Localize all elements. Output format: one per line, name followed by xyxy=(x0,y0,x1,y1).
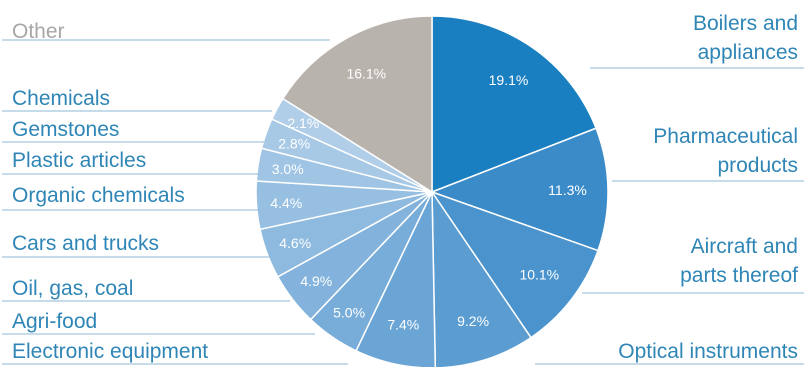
slice-value-label: 19.1% xyxy=(489,72,529,88)
category-label: Aircraft and xyxy=(691,235,798,258)
slice-value-label: 10.1% xyxy=(519,267,559,283)
slice-value-label: 2.1% xyxy=(287,115,319,131)
slice-value-label: 9.2% xyxy=(457,313,489,329)
pie-slice-pharmaceutical-products xyxy=(429,127,609,252)
category-label: Plastic articles xyxy=(12,149,146,172)
category-label: Electronic equipment xyxy=(12,340,208,363)
slice-value-label: 4.4% xyxy=(270,195,302,211)
category-label: Oil, gas, coal xyxy=(12,277,133,300)
pie-slice-aircraft-and-parts-thereof xyxy=(430,190,599,339)
slice-value-label: 7.4% xyxy=(387,316,419,332)
slice-value-label: 5.0% xyxy=(333,304,365,320)
category-label: parts thereof xyxy=(680,264,798,287)
leader-lines xyxy=(2,39,804,365)
category-label: Boilers and xyxy=(693,12,798,35)
pie-slice-optical-instruments xyxy=(431,189,532,367)
category-label: Optical instruments xyxy=(618,340,798,363)
slice-value-label: 4.6% xyxy=(279,235,311,251)
slice-value-label: 16.1% xyxy=(346,65,386,81)
slice-value-label: 2.8% xyxy=(278,135,310,151)
slice-value-label: 4.9% xyxy=(300,273,332,289)
category-label: Cars and trucks xyxy=(12,232,159,255)
category-label: Agri-food xyxy=(12,310,97,333)
category-label: Other xyxy=(12,20,65,43)
pie-slice-boilers-and-appliances xyxy=(431,15,598,194)
percentage-labels: 19.1% 11.3% 10.1% 9.2% 7.4% 5.0%4.9% 4.6% 4.4% 3… xyxy=(270,65,586,332)
slice-value-label: 11.3% xyxy=(548,182,587,198)
category-label: Chemicals xyxy=(12,87,110,110)
category-label: Organic chemicals xyxy=(12,184,185,207)
category-label: products xyxy=(717,154,798,177)
pie-slices xyxy=(255,15,609,367)
slice-labels: Boilers and appliances Pharmaceutical produ… xyxy=(12,12,798,363)
slice-value-label: 3.0% xyxy=(272,161,304,177)
pie-slice-other xyxy=(281,15,433,194)
category-label: appliances xyxy=(698,41,798,64)
category-label: Gemstones xyxy=(12,118,119,141)
category-label: Pharmaceutical xyxy=(653,125,798,148)
